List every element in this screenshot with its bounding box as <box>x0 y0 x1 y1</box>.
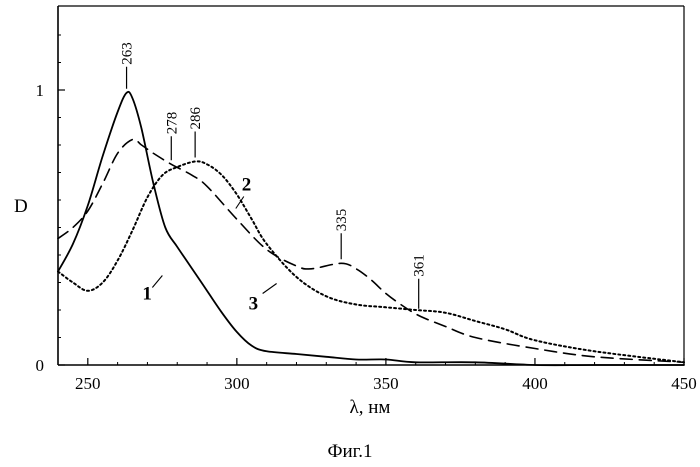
curve-leader-3 <box>262 283 277 294</box>
annotation-layer: 263 278 286 335 361 <box>120 42 428 309</box>
plot-frame <box>57 5 685 366</box>
series-3-line <box>57 138 685 364</box>
x-axis-title: λ, нм <box>350 397 391 418</box>
x-tick-label: 300 <box>224 374 250 393</box>
curve-label-3: 3 <box>249 294 259 315</box>
peak-label-263: 263 <box>120 42 136 65</box>
series-2-line <box>57 160 685 364</box>
curve-label-1: 1 <box>142 284 152 305</box>
curve-label-layer: 1 2 3 <box>142 175 277 315</box>
x-ticks: 250 300 350 400 450 <box>57 358 697 393</box>
peak-label-361: 361 <box>412 254 428 277</box>
x-tick-label: 250 <box>75 374 101 393</box>
figure-caption: Фиг.1 <box>327 441 372 462</box>
y-tick-label: 0 <box>36 356 45 375</box>
peak-label-335: 335 <box>334 209 350 232</box>
y-tick-label: 1 <box>36 81 45 100</box>
peak-label-278: 278 <box>164 112 180 135</box>
series-1-line <box>57 90 685 367</box>
curve-label-2: 2 <box>242 175 252 196</box>
x-tick-label: 450 <box>671 374 697 393</box>
x-tick-label: 400 <box>522 374 548 393</box>
peak-label-286: 286 <box>188 107 204 130</box>
curve-leader-1 <box>151 275 163 288</box>
x-tick-label: 350 <box>373 374 399 393</box>
series-layer <box>57 90 685 367</box>
y-ticks: 01 <box>36 34 65 375</box>
curve-leader-2 <box>235 196 245 209</box>
y-axis-title: D <box>14 196 28 217</box>
